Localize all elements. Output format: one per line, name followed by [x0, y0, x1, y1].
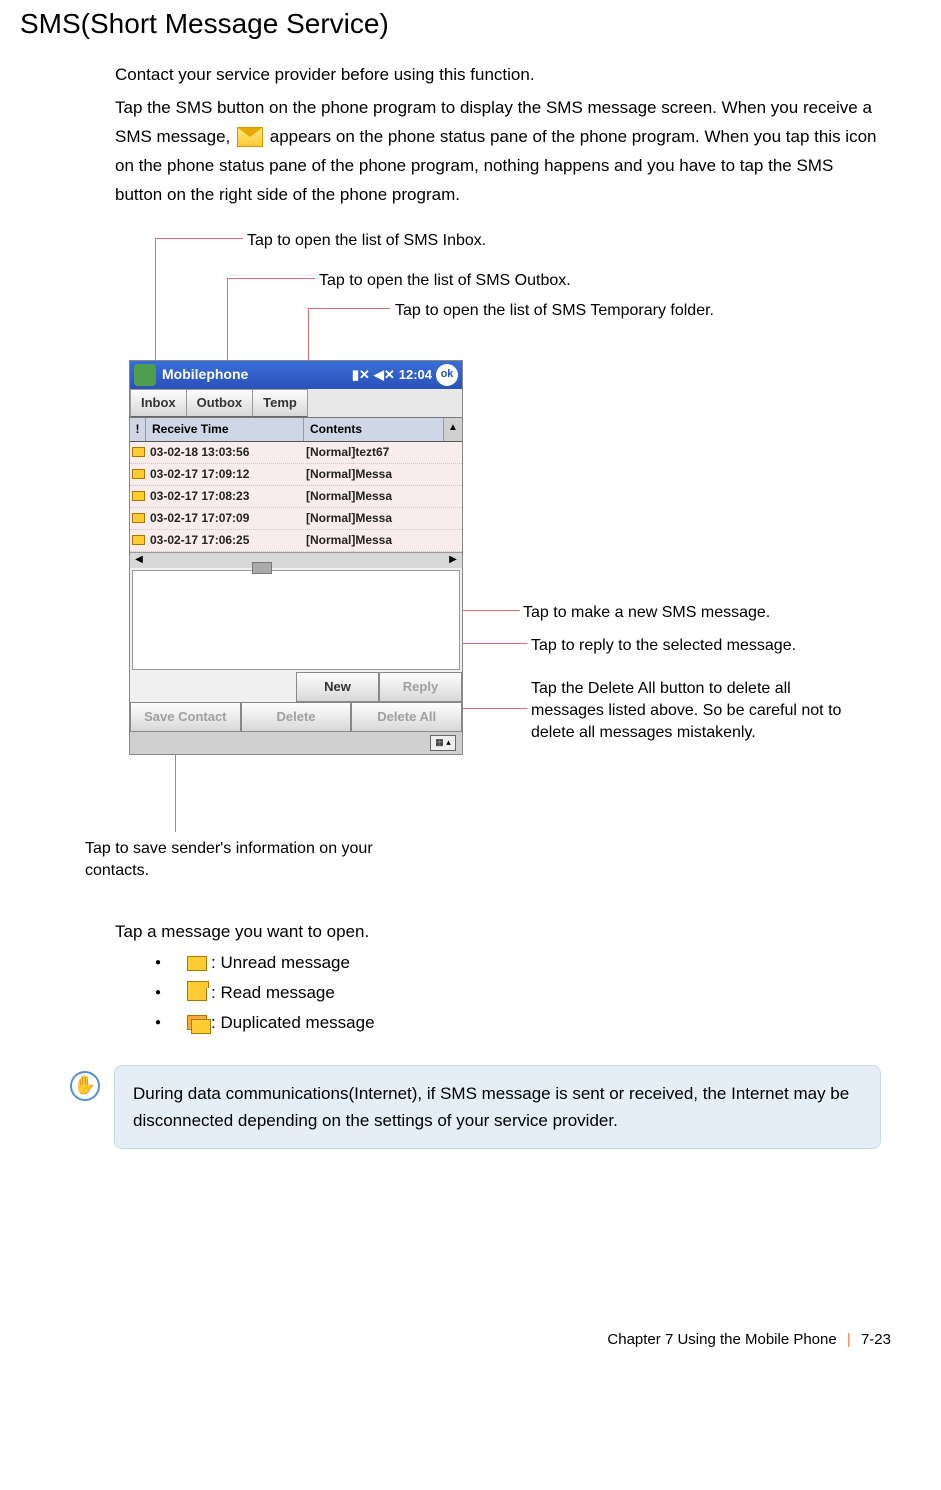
sip-bar: ▦ ▴	[130, 732, 462, 754]
legend-dup-label: : Duplicated message	[211, 1011, 374, 1035]
hscrollbar[interactable]: ◀ ▶	[130, 552, 462, 568]
hscroll-left[interactable]: ◀	[130, 553, 148, 567]
message-row[interactable]: 03-02-17 17:07:09[Normal]Messa	[130, 508, 462, 530]
message-row[interactable]: 03-02-18 13:03:56[Normal]tezt67	[130, 442, 462, 464]
signal-icon: ▮✕	[352, 366, 370, 384]
message-status-icon	[130, 469, 146, 479]
phone-titlebar: Mobilephone ▮✕ ◀✕ 12:04 ok	[130, 361, 462, 389]
note-text: During data communications(Internet), if…	[114, 1065, 881, 1149]
message-row[interactable]: 03-02-17 17:06:25[Normal]Messa	[130, 530, 462, 552]
legend-item-dup: : Duplicated message	[155, 1011, 891, 1035]
legend-block: Tap a message you want to open. : Unread…	[115, 920, 891, 1035]
save-contact-button[interactable]: Save Contact	[130, 702, 241, 732]
intro-line-2: Tap the SMS button on the phone program …	[115, 94, 881, 210]
new-button[interactable]: New	[296, 672, 379, 702]
message-content: [Normal]Messa	[304, 488, 444, 505]
phone-screenshot: Mobilephone ▮✕ ◀✕ 12:04 ok Inbox Outbox …	[129, 360, 463, 755]
sip-toggle-icon[interactable]: ▦ ▴	[430, 735, 456, 751]
message-time: 03-02-17 17:08:23	[146, 488, 304, 505]
tab-temp[interactable]: Temp	[252, 389, 308, 417]
message-time: 03-02-17 17:09:12	[146, 466, 304, 483]
footer-page-number: 7-23	[861, 1331, 891, 1348]
delete-button[interactable]: Delete	[241, 702, 352, 732]
start-icon[interactable]	[134, 364, 156, 386]
footer-separator: |	[847, 1331, 851, 1348]
callout-new: Tap to make a new SMS message.	[523, 602, 770, 624]
callout-deleteall: Tap the Delete All button to delete all …	[531, 678, 851, 745]
section-title: SMS(Short Message Service)	[20, 4, 891, 43]
message-list: 03-02-18 13:03:56[Normal]tezt6703-02-17 …	[130, 442, 462, 552]
legend-unread-label: : Unread message	[211, 951, 350, 975]
callout-savecontact: Tap to save sender's information on your…	[85, 838, 395, 883]
annotated-screenshot-diagram: Tap to open the list of SMS Inbox. Tap t…	[115, 230, 891, 910]
callout-reply: Tap to reply to the selected message.	[531, 635, 796, 657]
tab-inbox[interactable]: Inbox	[130, 389, 187, 417]
footer-chapter: Chapter 7 Using the Mobile Phone	[607, 1331, 836, 1348]
message-time: 03-02-18 13:03:56	[146, 444, 304, 461]
callout-inbox: Tap to open the list of SMS Inbox.	[247, 230, 486, 252]
page-footer: Chapter 7 Using the Mobile Phone | 7-23	[20, 1329, 891, 1350]
list-header-contents[interactable]: Contents	[304, 418, 444, 441]
duplicated-message-icon	[187, 1015, 207, 1030]
callout-temp: Tap to open the list of SMS Temporary fo…	[395, 300, 714, 322]
legend-item-unread: : Unread message	[155, 951, 891, 975]
message-status-icon	[130, 491, 146, 501]
message-time: 03-02-17 17:07:09	[146, 510, 304, 527]
message-content: [Normal]tezt67	[304, 444, 444, 461]
callout-outbox: Tap to open the list of SMS Outbox.	[319, 270, 571, 292]
leader-line	[308, 308, 390, 309]
message-status-icon	[130, 513, 146, 523]
reply-button[interactable]: Reply	[379, 672, 462, 702]
list-header-bang[interactable]: !	[130, 418, 146, 441]
tab-row: Inbox Outbox Temp	[130, 389, 462, 417]
legend-intro: Tap a message you want to open.	[115, 920, 891, 944]
scroll-up-button[interactable]: ▲	[444, 418, 462, 441]
unread-message-icon	[187, 956, 207, 971]
leader-line	[227, 278, 315, 279]
message-time: 03-02-17 17:06:25	[146, 532, 304, 549]
app-title: Mobilephone	[162, 365, 248, 385]
legend-read-label: : Read message	[211, 981, 335, 1005]
list-header: ! Receive Time Contents ▲	[130, 417, 462, 442]
note-box: ✋ During data communications(Internet), …	[70, 1065, 881, 1149]
message-status-icon	[130, 447, 146, 457]
leader-line	[155, 238, 243, 239]
legend-item-read: : Read message	[155, 981, 891, 1005]
message-status-icon	[130, 535, 146, 545]
intro-block: Contact your service provider before usi…	[115, 61, 881, 209]
delete-all-button[interactable]: Delete All	[351, 702, 462, 732]
intro-line-1: Contact your service provider before usi…	[115, 61, 881, 90]
read-message-icon	[187, 986, 207, 1001]
tab-outbox[interactable]: Outbox	[186, 389, 254, 417]
list-header-time[interactable]: Receive Time	[146, 418, 304, 441]
leader-line	[453, 708, 527, 709]
hscroll-thumb[interactable]	[252, 562, 272, 574]
message-content: [Normal]Messa	[304, 466, 444, 483]
message-preview	[132, 570, 460, 670]
ok-button[interactable]: ok	[436, 364, 458, 386]
info-icon: ✋	[70, 1071, 100, 1101]
hscroll-right[interactable]: ▶	[444, 553, 462, 567]
message-content: [Normal]Messa	[304, 532, 444, 549]
clock-text: 12:04	[399, 366, 432, 384]
message-content: [Normal]Messa	[304, 510, 444, 527]
message-row[interactable]: 03-02-17 17:08:23[Normal]Messa	[130, 486, 462, 508]
volume-icon: ◀✕	[374, 366, 395, 384]
sms-envelope-icon	[237, 127, 263, 147]
message-row[interactable]: 03-02-17 17:09:12[Normal]Messa	[130, 464, 462, 486]
